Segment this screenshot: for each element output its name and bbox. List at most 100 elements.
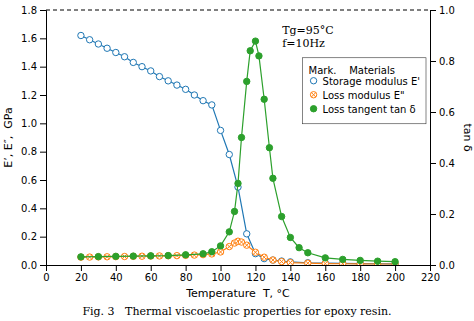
x-axis-title: Temperature T, °C	[185, 287, 290, 300]
y2-axis-tick: 0.8	[430, 56, 455, 67]
point	[217, 127, 223, 133]
y2-axis-title: tan δ	[461, 123, 474, 152]
x-axis-tick-label: 160	[316, 272, 335, 283]
marker-cross	[271, 258, 276, 263]
marker-cross	[218, 250, 223, 255]
point	[191, 92, 197, 98]
marker-cross	[311, 92, 316, 97]
point	[200, 251, 206, 257]
legend-symbol	[310, 92, 316, 98]
marker-circle	[95, 254, 101, 260]
y-axis-tick-label: 1.4	[21, 61, 37, 72]
y2-axis-tick-label: 1.0	[439, 5, 455, 16]
x-axis-tick-label: 20	[75, 272, 88, 283]
marker-cross	[244, 243, 249, 248]
point	[174, 82, 180, 88]
marker-cross	[227, 244, 232, 249]
y-axis-tick-label: 0.6	[21, 175, 37, 186]
point	[182, 86, 188, 92]
y-axis-tick-mark	[40, 95, 46, 96]
y-axis-tick: 0.2	[21, 231, 46, 242]
y2-axis-tick-label: 0.8	[439, 56, 455, 67]
annotation-line: f=10Hz	[282, 37, 325, 50]
y-axis-tick-label: 1.2	[21, 90, 37, 101]
y-axis-tick-mark	[40, 123, 46, 124]
point	[270, 257, 276, 263]
point	[165, 78, 171, 84]
point	[217, 243, 223, 249]
point	[305, 260, 311, 265]
series-line	[81, 41, 395, 262]
marker-circle	[310, 92, 316, 98]
y2-axis-line	[431, 11, 437, 266]
marker-cross	[288, 260, 293, 265]
marker-cross	[253, 250, 258, 255]
x-axis-tick-mark	[221, 265, 222, 271]
point	[148, 253, 154, 259]
x-axis-tick: 40	[110, 265, 123, 283]
y-axis-tick: 1.0	[21, 118, 46, 129]
marker-circle	[252, 249, 258, 255]
legend: Mark. MaterialsStorage modulus E'Loss mo…	[303, 58, 426, 124]
marker-cross	[239, 240, 244, 245]
y2-axis-tick-mark	[430, 163, 436, 164]
marker-cross	[253, 250, 258, 255]
y-axis-tick-label: 0.0	[21, 260, 37, 271]
x-axis-tick-mark	[395, 265, 396, 271]
x-axis-tick-label: 180	[351, 272, 370, 283]
point	[200, 97, 206, 103]
legend-frame	[303, 58, 426, 124]
marker-circle	[78, 254, 84, 260]
point	[86, 37, 92, 43]
x-axis: 020406080100120140160180200220	[43, 265, 440, 283]
point	[78, 32, 84, 38]
point	[392, 258, 398, 264]
y-axis-tick-label: 0.2	[21, 231, 37, 242]
y-axis-tick-mark	[40, 152, 46, 153]
x-axis-tick: 120	[246, 265, 265, 283]
point	[95, 254, 101, 260]
y-axis-tick-mark	[40, 208, 46, 209]
y2-axis-tick: 0.2	[430, 209, 455, 220]
point	[78, 254, 84, 260]
marker-cross	[306, 261, 311, 265]
point	[278, 258, 284, 264]
x-axis-tick-mark	[81, 265, 82, 271]
point	[113, 253, 119, 259]
point	[252, 249, 258, 255]
series-line	[81, 36, 395, 264]
y-axis-tick-mark	[40, 10, 46, 11]
point	[340, 256, 346, 262]
marker-cross	[323, 261, 328, 265]
caption: Fig. 3 Thermal viscoelastic properties f…	[82, 305, 391, 318]
frame-top	[46, 10, 430, 11]
marker-cross	[311, 92, 316, 97]
point	[139, 63, 145, 69]
plot-area: 0204060801001201401601802002200.00.20.40…	[21, 5, 455, 283]
point	[270, 175, 276, 181]
marker-circle	[130, 253, 136, 259]
legend-symbol	[310, 106, 316, 112]
y2-axis-tick-mark	[430, 214, 436, 215]
y-axis-line	[40, 11, 47, 266]
y2-axis-tick: 1.0	[430, 5, 455, 16]
y2-axis-tick-label: 0.6	[439, 107, 455, 118]
series	[78, 38, 399, 265]
point	[238, 134, 244, 140]
point	[305, 250, 311, 256]
y-axis-tick-mark	[40, 237, 46, 238]
x-axis-tick-mark	[325, 265, 326, 271]
point	[148, 253, 154, 259]
annotation-line: Tg=95°C	[282, 24, 334, 37]
marker-cross	[288, 260, 293, 265]
marker-cross	[218, 250, 223, 255]
point	[322, 255, 328, 261]
x-axis-tick: 140	[281, 265, 300, 283]
y2-axis-tick-label: 0.0	[439, 260, 455, 271]
legend-label: Loss tangent tan δ	[323, 104, 416, 115]
y-axis-tick-mark	[40, 265, 46, 266]
y2-axis-tick: 0.6	[430, 107, 455, 118]
point	[261, 96, 267, 102]
x-axis-tick-label: 200	[386, 272, 405, 283]
point	[226, 229, 232, 235]
